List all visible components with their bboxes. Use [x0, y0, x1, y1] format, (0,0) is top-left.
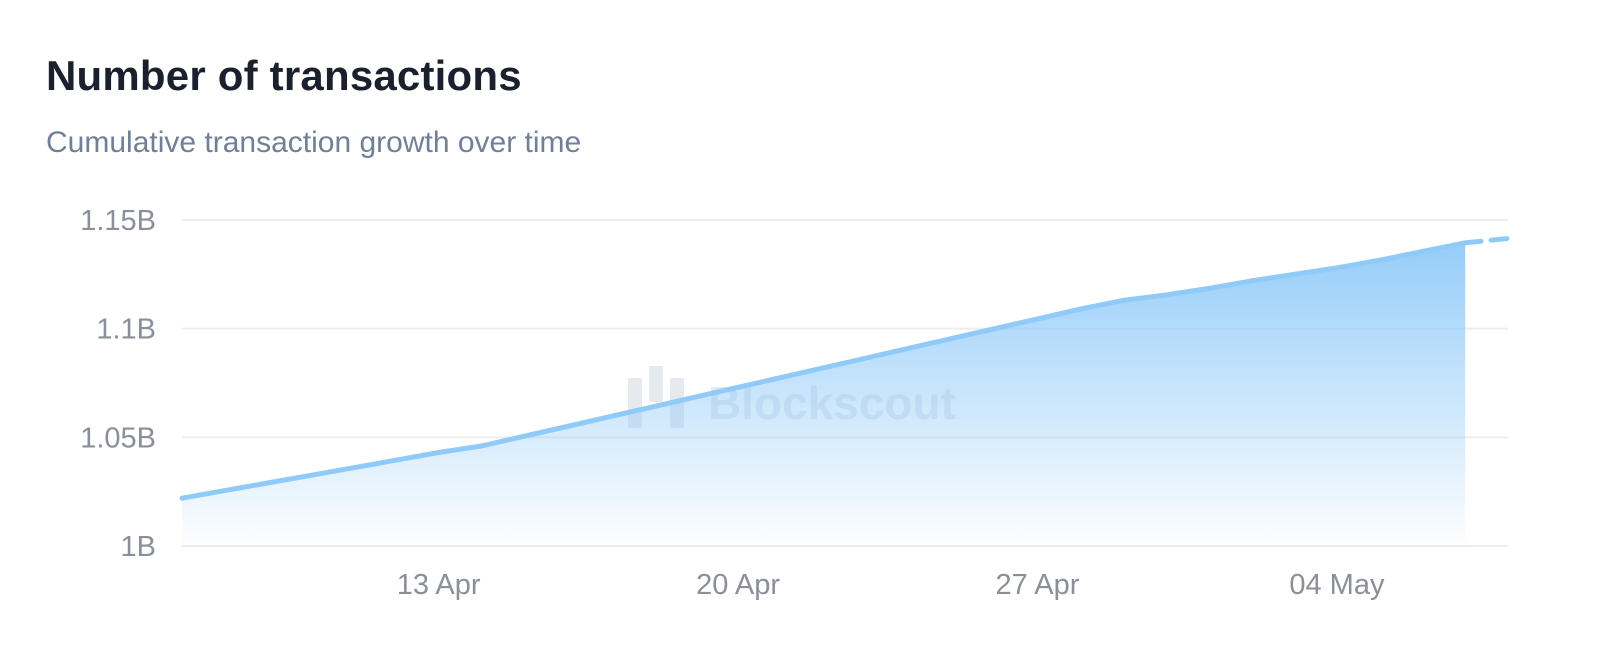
y-tick-label: 1.15B: [80, 205, 156, 237]
chart-subtitle: Cumulative transaction growth over time: [46, 126, 582, 159]
x-tick-label: 04 May: [1289, 569, 1385, 601]
series-area: [182, 242, 1466, 547]
x-tick-label: 27 Apr: [996, 569, 1080, 601]
y-tick-label: 1.1B: [96, 314, 156, 346]
incomplete-data-line: [1462, 235, 1511, 246]
series-line[interactable]: [179, 240, 1468, 501]
x-tick-label: 13 Apr: [397, 569, 481, 601]
y-tick-label: 1B: [121, 531, 156, 563]
chart-title: Number of transactions: [46, 52, 522, 99]
x-tick-label: 20 Apr: [696, 569, 780, 601]
y-tick-label: 1.05B: [80, 422, 156, 454]
